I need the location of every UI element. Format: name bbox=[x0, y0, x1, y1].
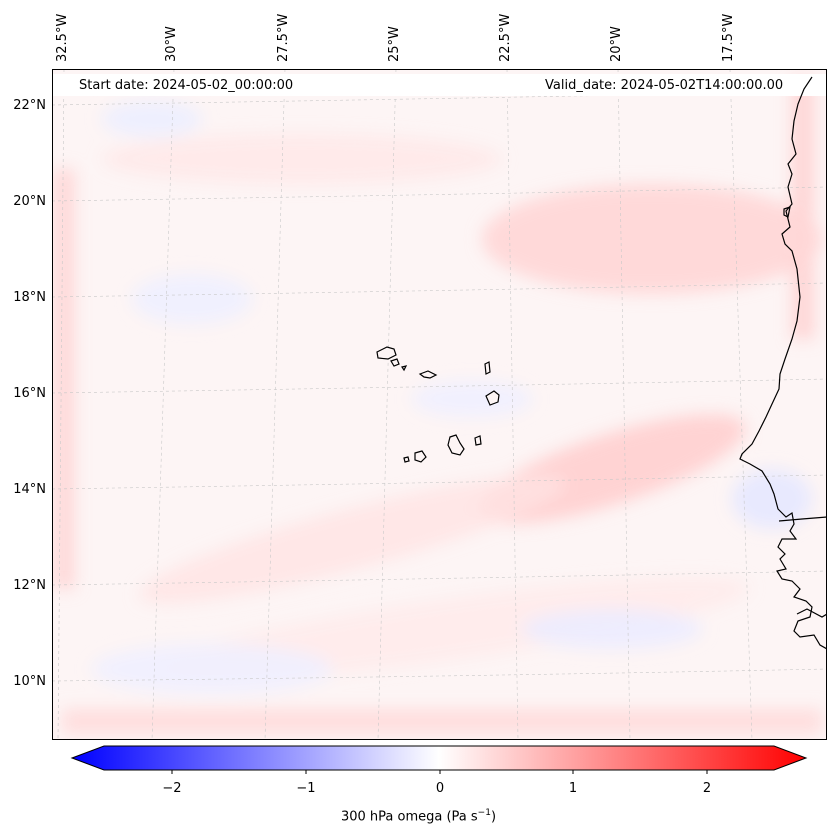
colorbar-label: 300 hPa omega (Pa s−1) bbox=[0, 808, 837, 824]
lon-label-27-5w: 27.5°W bbox=[276, 13, 291, 62]
island-santiago bbox=[447, 434, 465, 456]
colorbar-label-suffix: ) bbox=[490, 809, 497, 825]
gridline-lon-20w bbox=[617, 69, 631, 740]
field-patch-sw-band bbox=[139, 475, 565, 603]
colorbar-tick-2: 2 bbox=[702, 781, 712, 796]
lat-label-20n: 20°N bbox=[13, 194, 46, 209]
gridline-lat-20n bbox=[52, 186, 827, 202]
field-patch-east-coast-blue bbox=[732, 469, 812, 529]
field-patch-ne-band bbox=[482, 184, 822, 294]
gridline-lat-10n bbox=[52, 668, 827, 682]
start-date-label: Start date: 2024-05-02_00:00:00 bbox=[79, 78, 294, 93]
lon-label-22-5w: 22.5°W bbox=[498, 13, 513, 62]
gridline-lat-22n bbox=[52, 90, 827, 106]
coastline bbox=[739, 76, 827, 650]
valid-date-label: Valid_date: 2024-05-02T14:00:00.00 bbox=[545, 78, 784, 93]
gridline-lat-14n bbox=[52, 474, 827, 490]
map-border bbox=[52, 69, 827, 740]
gridline-lon-32-5w bbox=[57, 69, 65, 740]
omega-map bbox=[52, 69, 827, 740]
island-brava bbox=[403, 456, 410, 463]
gridline-lat-18n bbox=[52, 282, 827, 298]
lat-label-14n: 14°N bbox=[13, 482, 46, 497]
island-santa-luzia bbox=[401, 365, 408, 372]
colorbar-tick-marks bbox=[171, 770, 708, 774]
coastline-gambia bbox=[778, 516, 827, 522]
field-patch-southeast-blue bbox=[522, 609, 702, 649]
lon-label-25w: 25°W bbox=[387, 26, 402, 62]
island-fogo bbox=[414, 450, 427, 463]
field-patch-left-edge bbox=[54, 169, 74, 589]
coastline-west-africa bbox=[739, 76, 827, 650]
lat-label-22n: 22°N bbox=[13, 98, 46, 113]
lat-label-18n: 18°N bbox=[13, 290, 46, 305]
lat-label-10n: 10°N bbox=[13, 674, 46, 689]
gridline-lon-27-5w bbox=[264, 69, 286, 740]
cape-verde-islands bbox=[376, 346, 500, 463]
colorbar bbox=[70, 745, 808, 774]
field-patch-west-blue bbox=[132, 274, 252, 324]
colorbar-tick-neg2: −2 bbox=[162, 781, 182, 796]
colorbar-label-prefix: 300 hPa omega (Pa s bbox=[340, 809, 478, 825]
island-santo-antao bbox=[376, 346, 397, 360]
date-banner-background bbox=[52, 74, 827, 96]
field-patch-southwest-blue bbox=[92, 644, 332, 694]
field-patch-central-blue bbox=[412, 381, 532, 417]
coastline-coastal-detail bbox=[796, 608, 827, 618]
colorbar-bar bbox=[70, 745, 808, 771]
island-sal bbox=[484, 361, 491, 375]
gridline-lat-16n bbox=[52, 378, 827, 394]
colorbar-tick-0: 0 bbox=[435, 781, 445, 796]
island-sao-vicente bbox=[390, 358, 400, 367]
field-patch-bottom-edge bbox=[62, 709, 822, 734]
colorbar-label-exponent: −1 bbox=[477, 808, 491, 818]
island-maio bbox=[474, 435, 482, 446]
colorbar-tick-neg1: −1 bbox=[296, 781, 316, 796]
lon-label-32-5w: 32.5°W bbox=[55, 13, 70, 62]
lat-label-12n: 12°N bbox=[13, 578, 46, 593]
lon-label-30w: 30°W bbox=[164, 26, 179, 62]
gridline-lon-17-5w bbox=[729, 69, 753, 740]
gridline-lon-30w bbox=[151, 69, 175, 740]
gridline-lon-25w bbox=[377, 69, 397, 740]
colorbar-tick-1: 1 bbox=[568, 781, 578, 796]
coastline-banc-d-arguin bbox=[783, 206, 791, 218]
field-patch-nw-band bbox=[102, 134, 502, 184]
island-boa-vista bbox=[485, 390, 500, 406]
lon-label-17-5w: 17.5°W bbox=[721, 13, 736, 62]
omega-field bbox=[54, 79, 822, 734]
gridline-lon-22-5w bbox=[506, 69, 519, 740]
gridline-lat-12n bbox=[52, 570, 827, 586]
island-sao-nicolau bbox=[418, 370, 438, 379]
graticule bbox=[52, 69, 827, 740]
lat-label-16n: 16°N bbox=[13, 386, 46, 401]
field-patch-north-blue bbox=[102, 101, 202, 137]
lon-label-20w: 20°W bbox=[609, 26, 624, 62]
